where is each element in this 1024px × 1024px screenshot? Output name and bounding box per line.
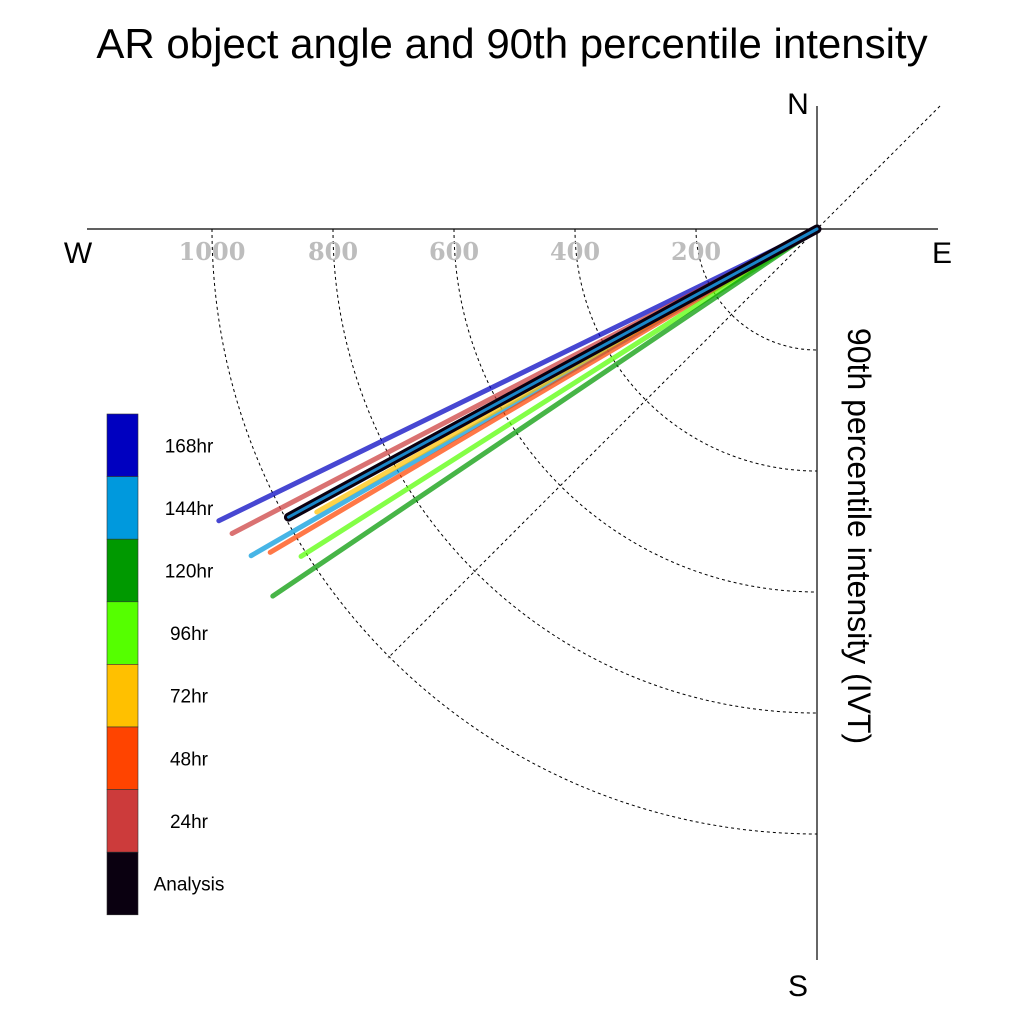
grid-arc-1000 — [211, 228, 818, 835]
axes — [87, 106, 938, 960]
radial-tick-label-400: 400 — [550, 237, 600, 266]
legend-swatch-24hr — [106, 789, 139, 853]
legend-label-96hr: 96hr — [170, 624, 209, 645]
grid-arc-200 — [695, 228, 818, 351]
legend-swatch-analysis — [106, 851, 139, 916]
diagonal-guide — [387, 105, 941, 659]
grid-arc-800 — [332, 228, 818, 714]
legend-label-144hr: 144hr — [165, 499, 214, 520]
legend-swatch-168hr — [106, 413, 139, 477]
direction-north: N — [787, 88, 809, 121]
legend-label-168hr: 168hr — [165, 436, 214, 457]
legend: 168hr 144hr 120hr 96hr 72hr 48hr 24hr Analysis — [106, 413, 225, 916]
radial-tick-label-200: 200 — [671, 237, 721, 266]
series-line-96hr — [298, 226, 820, 559]
polar-grid — [211, 105, 941, 835]
legend-swatch-96hr — [106, 601, 139, 665]
legend-label-analysis: Analysis — [154, 875, 225, 896]
legend-swatch-144hr — [106, 476, 139, 540]
radial-axis-title: 90th percentile intensity (IVT) — [841, 328, 877, 744]
direction-west: W — [64, 237, 93, 270]
direction-south: S — [788, 970, 808, 1003]
legend-label-48hr: 48hr — [170, 749, 209, 770]
legend-label-120hr: 120hr — [165, 562, 214, 583]
series-line-120hr — [270, 226, 820, 599]
series-line-168hr — [216, 226, 820, 524]
legend-label-24hr: 24hr — [170, 812, 209, 833]
radial-tick-label-800: 800 — [308, 237, 358, 266]
direction-east: E — [932, 237, 952, 270]
radial-tick-label-600: 600 — [429, 237, 479, 266]
legend-label-72hr: 72hr — [170, 687, 209, 708]
radial-tick-labels: 200 400 600 800 1000 — [179, 237, 721, 266]
series-line-analysis — [286, 227, 819, 519]
legend-swatch-120hr — [106, 538, 139, 603]
legend-swatch-72hr — [106, 664, 139, 728]
chart-title: AR object angle and 90th percentile inte… — [96, 20, 927, 67]
legend-swatch-48hr — [106, 726, 139, 790]
radial-tick-label-1000: 1000 — [179, 237, 246, 266]
series-layer — [216, 224, 822, 599]
grid-arc-400 — [574, 228, 818, 472]
